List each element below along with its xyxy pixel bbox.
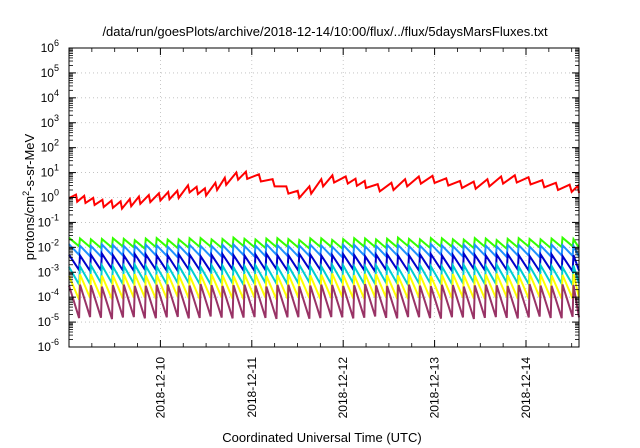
y-tick-label: 100: [41, 188, 59, 205]
y-tick-label: 104: [41, 88, 59, 105]
x-tick-label: 2018-12-13: [428, 357, 442, 419]
y-tick-label-base: 10: [38, 340, 52, 354]
y-tick-label: 10-6: [38, 337, 59, 354]
y-tick-label-exponent: 2: [54, 138, 59, 148]
tick-layer: 10-610-510-410-310-210-11001011021031041…: [38, 38, 579, 418]
y-tick-label-exponent: 1: [54, 163, 59, 173]
series-layer: [68, 169, 580, 320]
chart-title: /data/run/goesPlots/archive/2018-12-14/1…: [102, 24, 548, 39]
y-axis-label: protons/cm2-s-sr-MeV: [21, 133, 37, 260]
x-tick-label: 2018-12-11: [245, 357, 259, 418]
y-tick-label: 10-5: [38, 312, 59, 329]
y-tick-label: 10-1: [38, 212, 59, 229]
grid-layer: [69, 48, 579, 347]
y-tick-label-exponent: -1: [51, 212, 59, 222]
y-tick-label-base: 10: [41, 116, 55, 130]
y-tick-label-base: 10: [41, 166, 55, 180]
x-tick-label: 2018-12-10: [153, 357, 167, 419]
y-tick-label-base: 10: [38, 265, 52, 279]
y-tick-label-exponent: -4: [51, 287, 59, 297]
y-tick-label-base: 10: [38, 315, 52, 329]
x-tick-label: 2018-12-12: [336, 357, 350, 419]
y-tick-label: 105: [41, 63, 59, 80]
y-tick-label-base: 10: [41, 141, 55, 155]
y-tick-label: 10-4: [38, 287, 59, 304]
y-axis-label-main: protons/cm: [22, 196, 37, 260]
y-tick-label-base: 10: [41, 41, 55, 55]
y-tick-label: 103: [41, 113, 59, 130]
y-tick-label-base: 10: [41, 191, 55, 205]
y-tick-label-exponent: 0: [54, 188, 59, 198]
series-line-2: [68, 235, 580, 251]
y-tick-label: 102: [41, 138, 59, 155]
y-tick-label-base: 10: [38, 215, 52, 229]
y-tick-label-exponent: 6: [54, 38, 59, 48]
series-line-1: [68, 169, 580, 211]
y-tick-label-base: 10: [41, 66, 55, 80]
y-tick-label-exponent: -6: [51, 337, 59, 347]
y-tick-label-base: 10: [38, 290, 52, 304]
y-tick-label: 10-2: [38, 237, 59, 254]
y-tick-label: 106: [41, 38, 59, 55]
y-axis-label-unit: -s-sr-MeV: [22, 133, 37, 190]
y-tick-label-exponent: 5: [54, 63, 59, 73]
y-tick-label-exponent: 3: [54, 113, 59, 123]
y-tick-label-base: 10: [41, 91, 55, 105]
series-line-7: [68, 283, 580, 320]
x-tick-label: 2018-12-14: [519, 357, 533, 419]
x-axis-label: Coordinated Universal Time (UTC): [222, 430, 421, 445]
y-tick-label: 10-3: [38, 262, 59, 279]
y-tick-label-exponent: -3: [51, 262, 59, 272]
y-tick-label-exponent: -2: [51, 237, 59, 247]
y-axis-label-superscript: 2: [21, 191, 31, 196]
series-line-3: [68, 241, 580, 260]
y-tick-label-base: 10: [38, 240, 52, 254]
y-tick-label: 101: [41, 163, 59, 180]
y-tick-label-exponent: -5: [51, 312, 59, 322]
y-tick-label-exponent: 4: [54, 88, 59, 98]
